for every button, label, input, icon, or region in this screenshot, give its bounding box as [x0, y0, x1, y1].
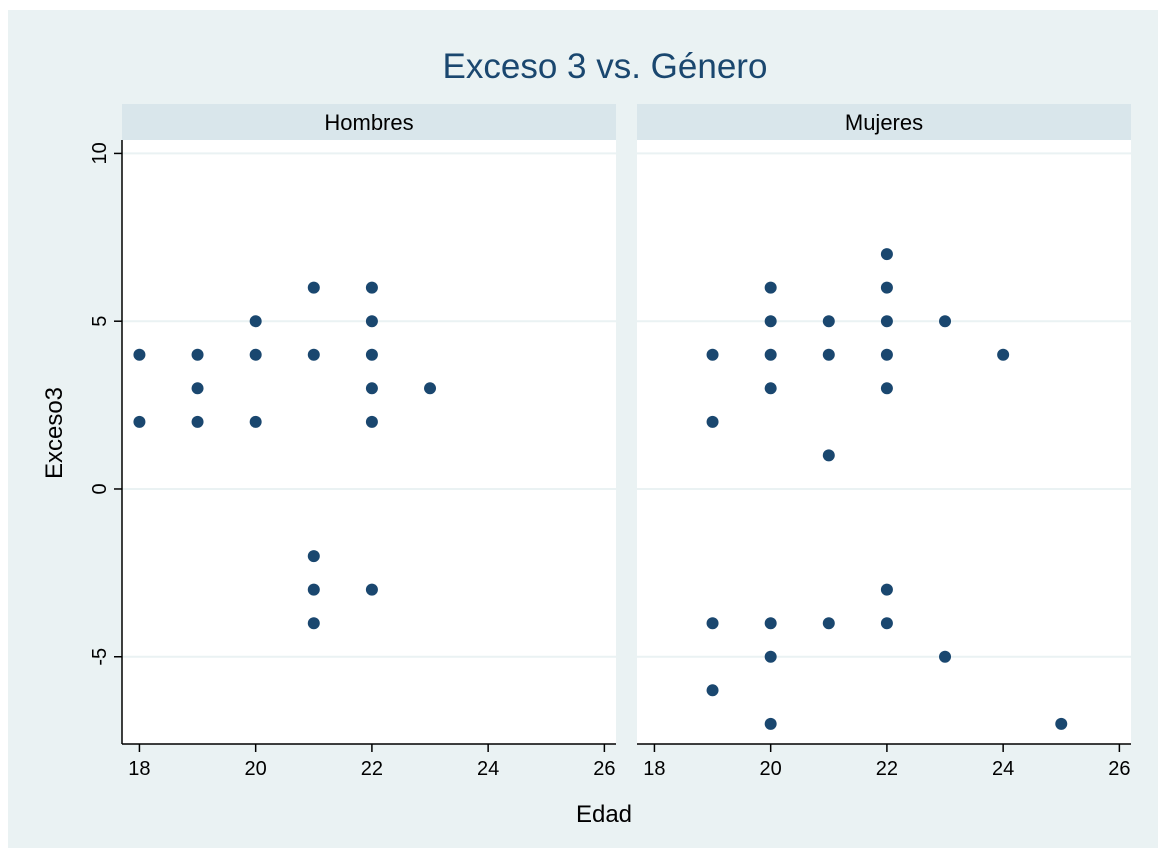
y-tick-label: 5 — [89, 316, 111, 327]
x-tick-label: 18 — [128, 758, 150, 780]
data-point — [365, 583, 378, 596]
data-point — [1055, 717, 1068, 730]
data-point — [706, 617, 719, 630]
x-axis-title: Edad — [576, 801, 632, 828]
data-point — [997, 348, 1010, 361]
data-point — [307, 348, 320, 361]
data-point — [307, 617, 320, 630]
data-point — [706, 684, 719, 697]
data-point — [249, 348, 262, 361]
plot-area-mujeres — [637, 140, 1131, 744]
data-point — [249, 415, 262, 428]
data-point — [365, 348, 378, 361]
data-point — [365, 315, 378, 328]
data-point — [424, 382, 437, 395]
data-point — [191, 348, 204, 361]
x-tick-label: 22 — [361, 758, 383, 780]
data-point — [822, 449, 835, 462]
data-point — [307, 550, 320, 563]
data-point — [307, 583, 320, 596]
data-point — [764, 650, 777, 663]
data-point — [365, 415, 378, 428]
data-point — [939, 315, 952, 328]
data-point — [764, 315, 777, 328]
data-point — [365, 382, 378, 395]
data-point — [880, 248, 893, 261]
panel-label: Hombres — [324, 110, 413, 135]
data-point — [365, 281, 378, 294]
data-point — [880, 382, 893, 395]
data-point — [706, 415, 719, 428]
data-point — [764, 382, 777, 395]
data-point — [880, 281, 893, 294]
x-tick-label: 26 — [593, 758, 615, 780]
data-point — [822, 348, 835, 361]
data-point — [706, 348, 719, 361]
x-tick-label: 22 — [876, 758, 898, 780]
data-point — [764, 348, 777, 361]
data-point — [880, 348, 893, 361]
data-point — [939, 650, 952, 663]
x-tick-label: 18 — [643, 758, 665, 780]
y-axis-title: Exceso3 — [41, 387, 68, 479]
y-tick-label: 10 — [89, 142, 111, 164]
data-point — [822, 315, 835, 328]
data-point — [307, 281, 320, 294]
y-tick-label: -5 — [89, 648, 111, 666]
panels: Hombres 18 20 22 24 26 -5 0 5 10 Mujeres 18 20 22 24 26 — [89, 104, 1131, 780]
data-point — [764, 617, 777, 630]
data-point — [191, 415, 204, 428]
data-point — [133, 348, 146, 361]
data-point — [880, 583, 893, 596]
data-point — [764, 717, 777, 730]
data-point — [191, 382, 204, 395]
plot-area-hombres — [122, 140, 616, 744]
data-point — [880, 315, 893, 328]
panel-strip-mujeres — [637, 104, 1131, 140]
y-tick-label: 0 — [89, 483, 111, 494]
x-tick-label: 26 — [1108, 758, 1130, 780]
data-point — [249, 315, 262, 328]
x-tick-label: 20 — [245, 758, 267, 780]
data-point — [880, 617, 893, 630]
panel-strip-hombres — [122, 104, 616, 140]
data-point — [133, 415, 146, 428]
data-point — [822, 617, 835, 630]
x-tick-label: 24 — [477, 758, 499, 780]
chart-title: Exceso 3 vs. Género — [443, 47, 768, 86]
panel-label: Mujeres — [845, 110, 923, 135]
x-tick-label: 24 — [992, 758, 1014, 780]
data-point — [764, 281, 777, 294]
x-tick-label: 20 — [760, 758, 782, 780]
